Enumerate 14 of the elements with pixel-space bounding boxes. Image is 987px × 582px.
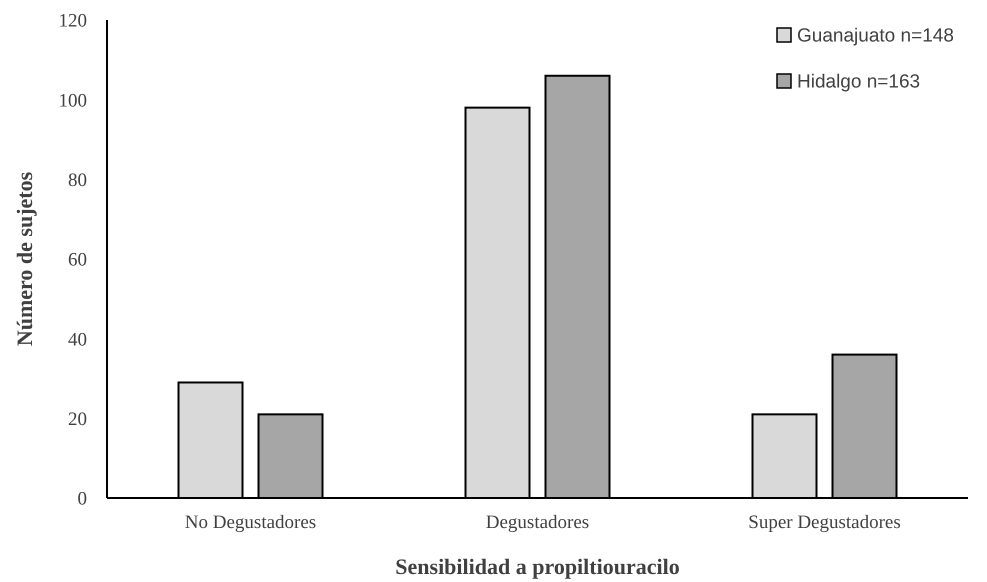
y-tick-label: 40 (68, 329, 87, 350)
x-tick-label: Degustadores (486, 512, 590, 533)
x-tick-label: No Degustadores (184, 512, 316, 533)
y-tick-label: 20 (68, 408, 87, 430)
y-tick-label: 60 (68, 250, 87, 271)
y-tick-label: 120 (58, 10, 87, 32)
y-axis-title: Número de sujetos (12, 171, 37, 346)
legend-label: Hidalgo n=163 (797, 72, 920, 93)
legend-label: Guanajuato n=148 (797, 26, 954, 47)
x-tick-label: Super Degustadores (748, 512, 901, 533)
y-tick-label: 100 (58, 90, 87, 112)
x-axis-title: Sensibilidad a propiltiouracilo (395, 554, 680, 579)
y-tick-label: 80 (68, 170, 87, 191)
y-tick-label: 0 (78, 488, 87, 510)
